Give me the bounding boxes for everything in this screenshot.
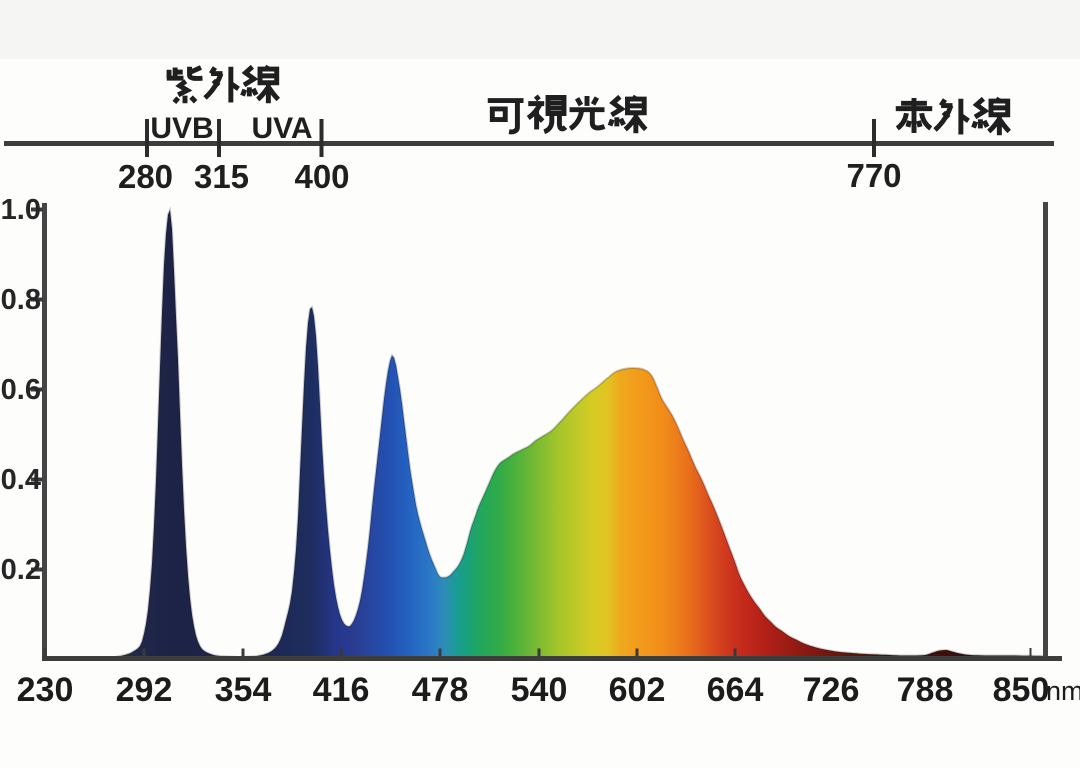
svg-text:400: 400 (294, 158, 349, 195)
svg-text:0.2: 0.2 (1, 554, 41, 586)
svg-text:0.8: 0.8 (1, 284, 41, 316)
svg-text:315: 315 (194, 158, 249, 195)
svg-text:850: 850 (993, 671, 1050, 709)
svg-text:602: 602 (609, 671, 666, 709)
svg-text:664: 664 (707, 671, 764, 709)
svg-text:280: 280 (118, 158, 173, 195)
svg-text:354: 354 (215, 671, 272, 709)
svg-text:726: 726 (803, 671, 860, 709)
svg-text:230: 230 (17, 671, 74, 709)
svg-text:0.4: 0.4 (1, 464, 41, 496)
svg-text:1.0: 1.0 (1, 194, 41, 226)
svg-text:UVA: UVA (251, 112, 312, 145)
svg-text:416: 416 (313, 671, 370, 709)
svg-text:nm: nm (1046, 676, 1080, 706)
svg-text:478: 478 (412, 671, 469, 709)
svg-text:540: 540 (511, 671, 568, 709)
svg-text:788: 788 (897, 671, 954, 709)
svg-text:292: 292 (116, 671, 173, 709)
svg-text:0.6: 0.6 (1, 374, 41, 406)
svg-text:UVB: UVB (150, 112, 213, 145)
svg-text:770: 770 (846, 157, 901, 194)
